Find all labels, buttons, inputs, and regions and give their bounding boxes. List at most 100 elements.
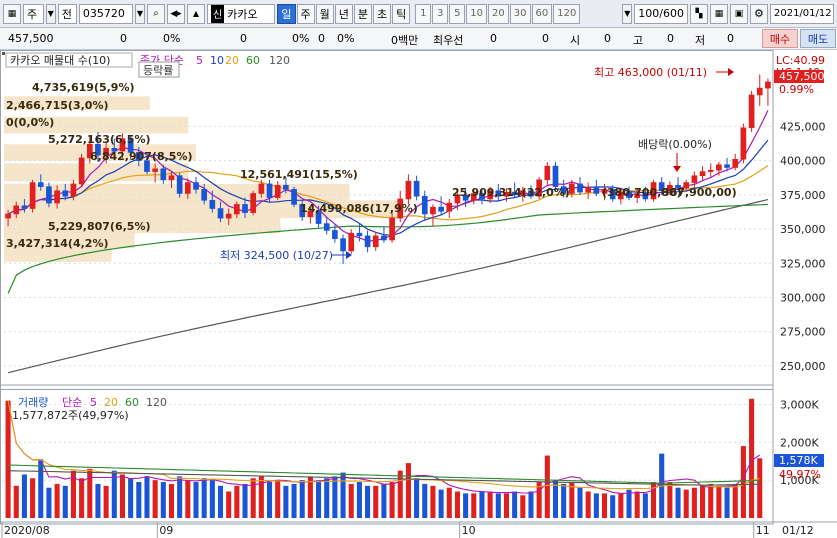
grid-icon[interactable]: ▦	[709, 3, 728, 24]
volume-ma120-line	[8, 470, 760, 486]
volume-bar	[316, 480, 322, 518]
ma-legend-5: 5	[196, 54, 203, 67]
volume-bar	[454, 491, 460, 518]
indicator-icon[interactable]: ▚	[689, 3, 708, 24]
period-tab-1[interactable]: 주	[296, 3, 315, 24]
volume-bar	[757, 458, 763, 518]
candle-body	[95, 143, 101, 156]
volume-bar	[512, 491, 518, 518]
candle-body	[168, 175, 175, 181]
candle-body	[618, 191, 624, 200]
volume-bar	[209, 480, 215, 518]
volume-bar	[283, 485, 289, 518]
interval-button-6[interactable]: 60	[531, 3, 553, 24]
volume-bar	[201, 478, 207, 518]
interval-button-2[interactable]: 5	[449, 3, 466, 24]
candle-body	[609, 189, 616, 200]
volume-bar	[79, 478, 85, 518]
candle-body	[242, 204, 248, 213]
buy-button[interactable]: 매수	[762, 29, 798, 48]
candle-body	[650, 182, 657, 200]
candle-body	[765, 81, 771, 89]
volume-bar	[250, 478, 256, 518]
chart-type-select[interactable]: 주	[23, 3, 44, 24]
panel-handle	[2, 52, 5, 55]
interval-button-7[interactable]: 120	[553, 3, 581, 24]
y-tick-label: 300,000	[780, 291, 826, 304]
interval-button-4[interactable]: 20	[488, 3, 509, 24]
speaker-icon[interactable]: ◀▸	[166, 3, 185, 24]
candle-body	[699, 171, 706, 176]
candle-body	[86, 143, 93, 159]
profile-bar	[4, 246, 112, 262]
stock-name-field[interactable]: 신 카카오	[206, 3, 276, 24]
volume-ma-legend-60: 60	[125, 396, 139, 409]
legend-box	[5, 52, 133, 68]
volume-bar	[626, 489, 632, 518]
volume-bar	[691, 487, 697, 518]
volume-bar	[593, 493, 599, 518]
save-icon[interactable]: ▣	[729, 3, 748, 24]
candle-body	[176, 175, 183, 194]
volume-bar	[217, 485, 224, 518]
y-tick-label: 375,000	[780, 189, 826, 202]
volume-panel-border	[0, 384, 774, 525]
volume-bar	[405, 463, 411, 518]
chevron-down-icon[interactable]: ▼	[134, 3, 145, 24]
volume-bar	[487, 491, 493, 518]
profile-label: 4,735,619(5,9%)	[32, 81, 135, 94]
profile-bar	[4, 231, 135, 249]
candle-body	[560, 186, 567, 194]
volume-bar	[422, 483, 428, 518]
interval-button-1[interactable]: 3	[432, 3, 449, 24]
x-axis-right-label: 01/12	[782, 524, 814, 537]
market-select[interactable]: 전	[57, 3, 77, 24]
period-tab-3[interactable]: 년	[334, 3, 353, 24]
period-tab-5[interactable]: 초	[373, 3, 392, 24]
candle-body	[217, 208, 224, 219]
candle-body	[691, 175, 698, 183]
candle-body	[413, 180, 420, 197]
period-tab-4[interactable]: 분	[353, 3, 373, 24]
volume-bar	[87, 468, 93, 518]
chevron-down-icon[interactable]: ▼	[622, 3, 633, 24]
volume-bar	[258, 476, 264, 518]
period-tab-2[interactable]: 월	[315, 3, 334, 24]
volume-bar	[226, 491, 232, 518]
candle-body	[5, 213, 11, 219]
candle-body	[626, 191, 632, 198]
interval-button-0[interactable]: 1	[415, 3, 432, 24]
candle-body	[381, 235, 387, 241]
sell-button[interactable]: 매도	[800, 29, 836, 48]
dividend-arrow-head	[673, 166, 681, 172]
gear-icon[interactable]: ⚙	[749, 3, 768, 24]
volume-bar	[324, 478, 330, 518]
menu-grid-button[interactable]: ▦	[3, 3, 21, 24]
ma10-line	[7, 139, 769, 236]
candle-body	[348, 232, 355, 252]
interval-button-5[interactable]: 30	[509, 3, 531, 24]
value-1-pct: 0%	[292, 32, 310, 45]
current-price: 457,500	[8, 32, 54, 45]
period-tab-0[interactable]: 일	[277, 3, 296, 24]
profile-label: 6,842,907(8,5%)	[90, 150, 193, 163]
profile-bar	[4, 116, 189, 134]
candle-body	[37, 182, 44, 187]
interval-button-3[interactable]: 10	[466, 3, 488, 24]
candle-body	[667, 184, 673, 192]
candle-body	[299, 204, 306, 218]
candle-body	[209, 200, 216, 209]
data-count-input[interactable]: 100/600	[634, 3, 688, 24]
y-tick-label: 400,000	[780, 155, 826, 168]
volume-bar	[716, 485, 722, 518]
date-input[interactable]: 2021/01/12	[769, 3, 834, 24]
search-icon[interactable]: ⌕	[146, 3, 165, 24]
profile-label: 12,561,491(15,5%)	[240, 168, 358, 181]
candle-body	[740, 127, 747, 160]
candle-body	[470, 193, 477, 201]
period-tab-6[interactable]: 틱	[392, 3, 411, 24]
nav-prev-icon[interactable]: ▲	[186, 3, 205, 24]
chevron-down-icon[interactable]: ▼	[45, 3, 56, 24]
stock-code-input[interactable]: 035720	[78, 3, 133, 24]
stock-chart[interactable]: 425,000 400,000 375,000 350,000 325,000 300,0…	[0, 50, 837, 538]
